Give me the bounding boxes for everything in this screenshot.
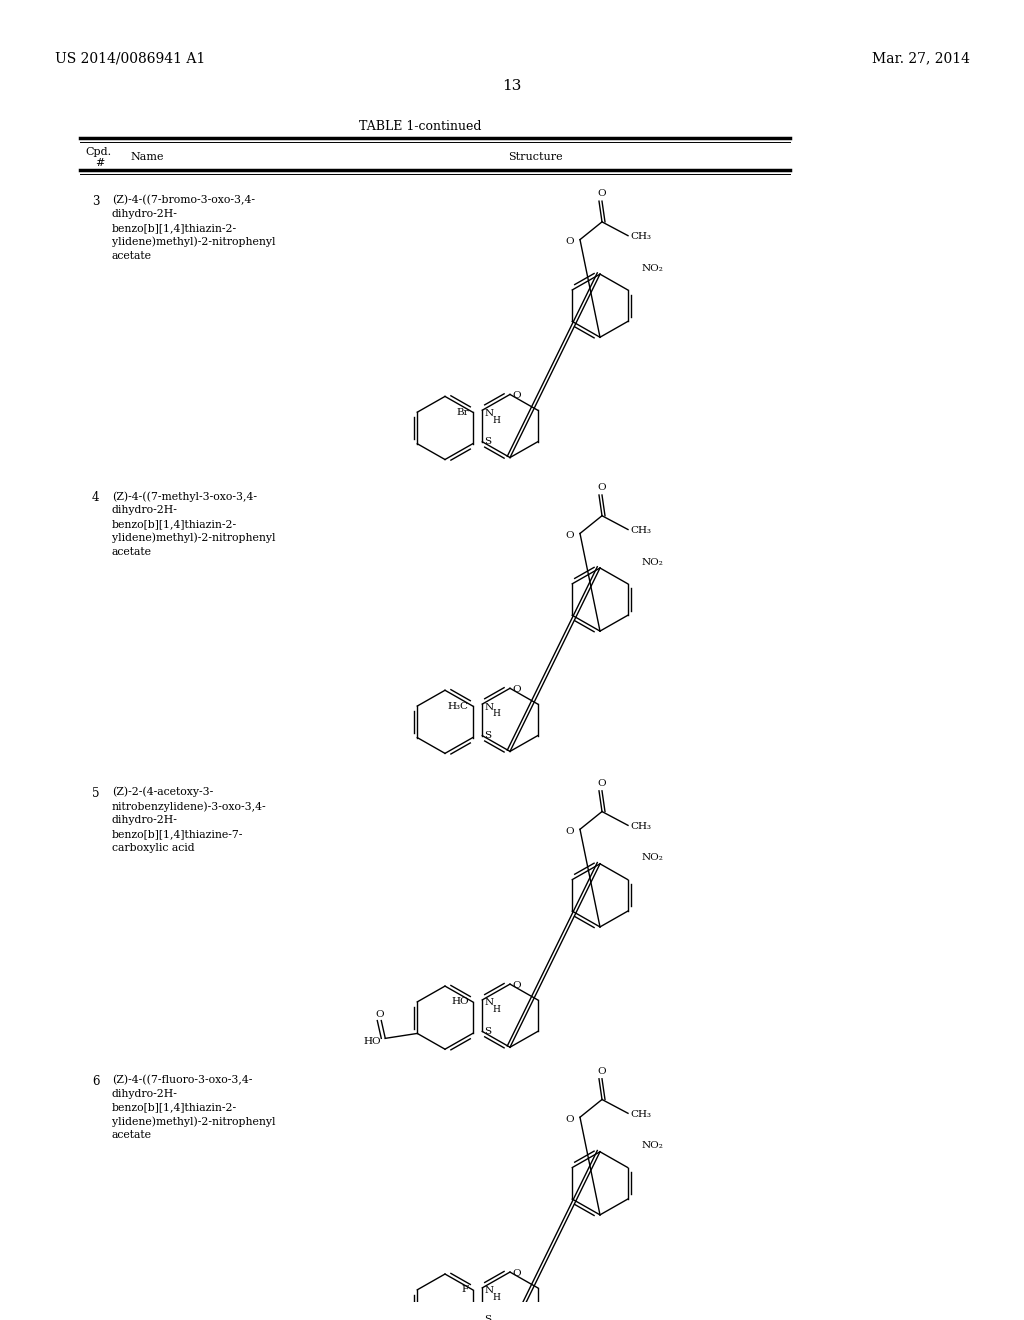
- Text: O: O: [375, 1010, 384, 1019]
- Text: O: O: [512, 981, 520, 990]
- Text: H₃C: H₃C: [447, 701, 469, 710]
- Text: S: S: [484, 731, 492, 741]
- Text: H: H: [493, 1006, 500, 1014]
- Text: Mar. 27, 2014: Mar. 27, 2014: [872, 51, 970, 65]
- Text: 6: 6: [92, 1074, 99, 1088]
- Text: NO₂: NO₂: [642, 854, 664, 862]
- Text: S: S: [484, 1315, 492, 1320]
- Text: TABLE 1-continued: TABLE 1-continued: [358, 120, 481, 133]
- Text: H: H: [493, 416, 500, 425]
- Text: 13: 13: [503, 79, 521, 92]
- Text: O: O: [565, 531, 574, 540]
- Text: CH₃: CH₃: [630, 525, 651, 535]
- Text: N: N: [484, 702, 494, 711]
- Text: Br: Br: [456, 408, 469, 417]
- Text: 3: 3: [92, 195, 99, 209]
- Text: CH₃: CH₃: [630, 822, 651, 830]
- Text: O: O: [598, 779, 606, 788]
- Text: NO₂: NO₂: [642, 264, 664, 273]
- Text: NO₂: NO₂: [642, 1142, 664, 1150]
- Text: H: H: [493, 709, 500, 718]
- Text: O: O: [565, 826, 574, 836]
- Text: (Z)-4-((7-methyl-3-oxo-3,4-
dihydro-2H-
benzo[b][1,4]thiazin-2-
ylidene)methyl)-: (Z)-4-((7-methyl-3-oxo-3,4- dihydro-2H- …: [112, 491, 275, 557]
- Text: (Z)-4-((7-bromo-3-oxo-3,4-
dihydro-2H-
benzo[b][1,4]thiazin-2-
ylidene)methyl)-2: (Z)-4-((7-bromo-3-oxo-3,4- dihydro-2H- b…: [112, 195, 275, 261]
- Text: #: #: [95, 158, 104, 168]
- Text: HO: HO: [452, 998, 469, 1006]
- Text: H: H: [493, 1294, 500, 1303]
- Text: S: S: [484, 437, 492, 446]
- Text: O: O: [512, 1269, 520, 1278]
- Text: O: O: [565, 238, 574, 246]
- Text: Name: Name: [130, 152, 164, 162]
- Text: O: O: [512, 685, 520, 694]
- Text: N: N: [484, 1286, 494, 1295]
- Text: O: O: [565, 1114, 574, 1123]
- Text: F: F: [462, 1286, 469, 1295]
- Text: Cpd.: Cpd.: [85, 147, 112, 157]
- Text: (Z)-2-(4-acetoxy-3-
nitrobenzylidene)-3-oxo-3,4-
dihydro-2H-
benzo[b][1,4]thiazi: (Z)-2-(4-acetoxy-3- nitrobenzylidene)-3-…: [112, 787, 266, 853]
- Text: CH₃: CH₃: [630, 1110, 651, 1119]
- Text: US 2014/0086941 A1: US 2014/0086941 A1: [55, 51, 205, 65]
- Text: 4: 4: [92, 491, 99, 504]
- Text: HO: HO: [364, 1036, 381, 1045]
- Text: 5: 5: [92, 787, 99, 800]
- Text: O: O: [598, 483, 606, 492]
- Text: O: O: [598, 189, 606, 198]
- Text: NO₂: NO₂: [642, 557, 664, 566]
- Text: N: N: [484, 998, 494, 1007]
- Text: N: N: [484, 409, 494, 417]
- Text: Structure: Structure: [508, 152, 562, 162]
- Text: S: S: [484, 1027, 492, 1036]
- Text: O: O: [512, 392, 520, 400]
- Text: O: O: [598, 1067, 606, 1076]
- Text: (Z)-4-((7-fluoro-3-oxo-3,4-
dihydro-2H-
benzo[b][1,4]thiazin-2-
ylidene)methyl)-: (Z)-4-((7-fluoro-3-oxo-3,4- dihydro-2H- …: [112, 1074, 275, 1140]
- Text: CH₃: CH₃: [630, 232, 651, 242]
